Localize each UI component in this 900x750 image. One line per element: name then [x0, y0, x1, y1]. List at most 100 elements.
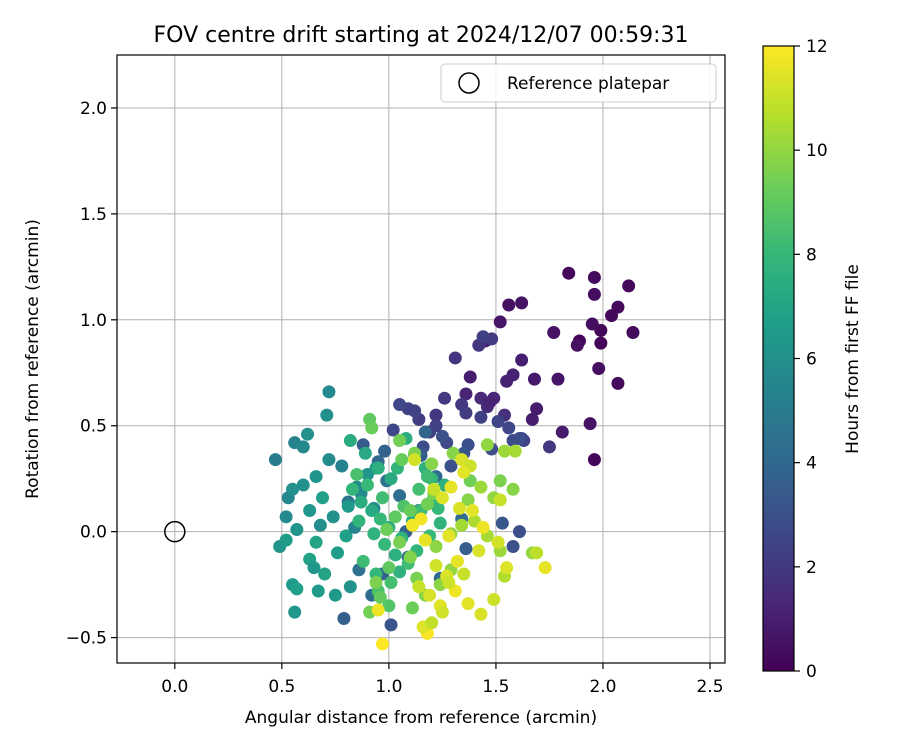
- y-axis-ticks: −0.5 0.0 0.5 1.0 1.5 2.0: [66, 99, 117, 649]
- data-point: [341, 499, 355, 513]
- data-point: [326, 510, 340, 524]
- data-point: [472, 544, 486, 558]
- data-point: [512, 431, 526, 445]
- data-point: [360, 478, 374, 492]
- data-point: [382, 561, 396, 575]
- data-point: [461, 493, 475, 507]
- data-point: [296, 440, 310, 454]
- data-point: [393, 434, 407, 448]
- data-point: [463, 370, 477, 384]
- data-point: [474, 607, 488, 621]
- data-point: [420, 497, 434, 511]
- colorbar-ticks: 0 2 4 6 8 10 12: [794, 37, 828, 682]
- data-point: [444, 480, 458, 494]
- data-point: [515, 353, 529, 367]
- colorbar-tick-label: 12: [806, 37, 828, 57]
- data-point: [461, 597, 475, 611]
- plot-frame: [116, 54, 726, 664]
- data-point: [371, 603, 385, 617]
- data-point: [386, 423, 400, 437]
- data-point: [425, 457, 439, 471]
- data-point: [442, 529, 456, 543]
- y-axis-label: Rotation from reference (arcmin): [23, 219, 43, 499]
- data-point: [592, 362, 606, 376]
- data-point: [587, 453, 601, 467]
- data-point: [345, 482, 359, 496]
- data-point: [457, 465, 471, 479]
- data-point: [493, 474, 507, 488]
- data-point: [487, 592, 501, 606]
- data-point: [382, 599, 396, 613]
- data-point: [350, 467, 364, 481]
- data-point: [538, 561, 552, 575]
- data-point: [375, 491, 389, 505]
- data-point: [438, 391, 452, 405]
- data-point: [268, 453, 282, 467]
- data-point: [343, 580, 357, 594]
- data-point: [474, 410, 488, 424]
- data-point: [429, 559, 443, 573]
- colorbar-tick-label: 4: [806, 454, 817, 474]
- data-point: [354, 495, 368, 509]
- y-tick-label: 1.5: [80, 205, 107, 225]
- data-point: [448, 351, 462, 365]
- data-point: [418, 533, 432, 547]
- data-point: [551, 372, 565, 386]
- data-point: [403, 503, 417, 517]
- data-point: [480, 438, 494, 452]
- data-point: [288, 605, 302, 619]
- data-point: [547, 326, 561, 340]
- data-point: [393, 398, 407, 412]
- data-point: [328, 588, 342, 602]
- data-point: [508, 444, 522, 458]
- data-point: [453, 501, 467, 515]
- data-point: [343, 434, 357, 448]
- data-point: [476, 330, 490, 344]
- data-point: [414, 512, 428, 526]
- data-point: [491, 414, 505, 428]
- data-point: [435, 429, 449, 443]
- data-point: [373, 590, 387, 604]
- data-point: [408, 453, 422, 467]
- data-point: [408, 404, 422, 418]
- reference-platepar-marker: [164, 520, 186, 543]
- data-point: [491, 535, 505, 549]
- data-point: [420, 470, 434, 484]
- data-point: [431, 501, 445, 515]
- data-point: [506, 539, 520, 553]
- data-point: [309, 535, 323, 549]
- colorbar-label: Hours from first FF file: [843, 264, 863, 454]
- data-point: [388, 510, 402, 524]
- data-point: [530, 402, 544, 416]
- data-point: [570, 338, 584, 352]
- colorbar-tick-label: 2: [806, 558, 817, 578]
- data-point: [500, 561, 514, 575]
- legend-reference-icon: [458, 72, 480, 94]
- data-point: [375, 637, 389, 651]
- data-point: [527, 372, 541, 386]
- x-tick-label: 1.5: [482, 677, 509, 697]
- x-tick-label: 1.0: [375, 677, 402, 697]
- chart-title: FOV centre drift starting at 2024/12/07 …: [154, 23, 689, 48]
- data-point: [493, 493, 507, 507]
- data-point: [339, 529, 353, 543]
- data-point: [583, 417, 597, 431]
- data-point: [369, 575, 383, 589]
- scatter-points: [268, 266, 640, 651]
- data-point: [450, 554, 464, 568]
- x-tick-label: 2.5: [696, 677, 723, 697]
- data-point: [279, 510, 293, 524]
- data-point: [435, 491, 449, 505]
- colorbar-tick-label: 0: [806, 662, 817, 682]
- x-axis-label: Angular distance from reference (arcmin): [245, 708, 597, 728]
- data-point: [594, 336, 608, 350]
- data-point: [384, 618, 398, 632]
- data-point: [320, 408, 334, 422]
- data-point: [303, 503, 317, 517]
- data-point: [311, 584, 325, 598]
- data-point: [435, 605, 449, 619]
- data-point: [403, 550, 417, 564]
- data-point: [307, 561, 321, 575]
- y-tick-label: 0.0: [80, 523, 107, 543]
